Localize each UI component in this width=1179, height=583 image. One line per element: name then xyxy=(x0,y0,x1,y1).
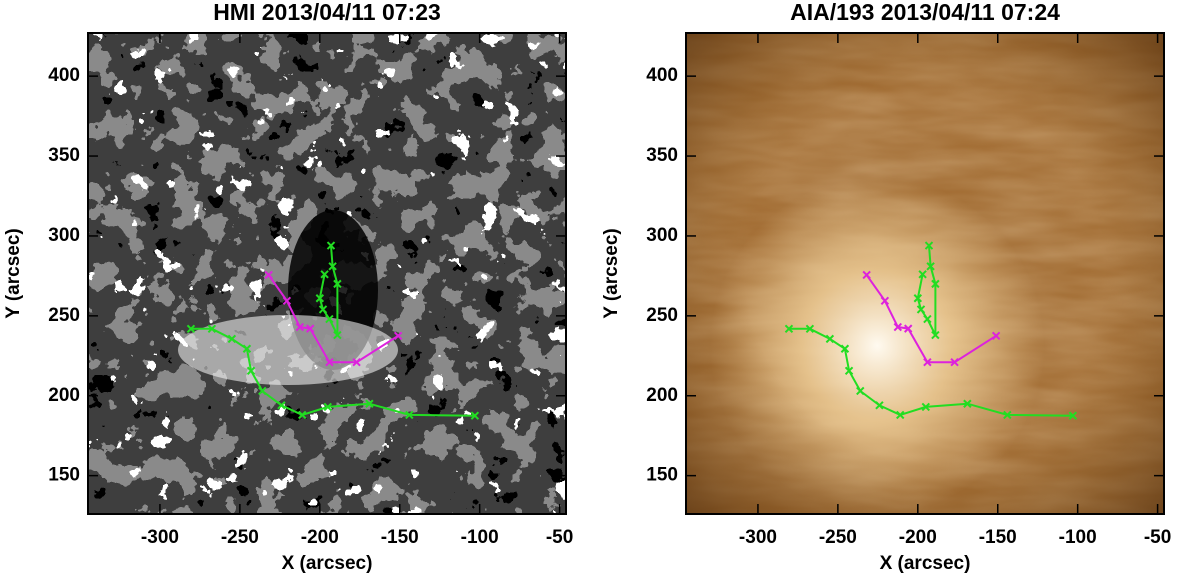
plot-frame xyxy=(87,32,567,515)
point-marker xyxy=(186,324,196,333)
point-marker xyxy=(325,357,334,367)
plot-frame xyxy=(685,32,1165,515)
point-marker xyxy=(913,294,923,303)
x-tick-label: -200 xyxy=(301,527,339,548)
x-tick-label: -50 xyxy=(1144,527,1171,548)
point-marker xyxy=(918,270,927,279)
point-marker xyxy=(921,402,931,412)
x-tick-label: -250 xyxy=(221,527,259,548)
y-tick-label: 300 xyxy=(646,225,678,246)
point-marker xyxy=(323,402,333,412)
y-tick-label: 350 xyxy=(646,145,678,166)
y-tick-label: 150 xyxy=(646,465,678,486)
point-marker xyxy=(805,324,815,333)
image-region xyxy=(178,315,398,385)
point-marker xyxy=(963,399,972,408)
y-tick-label: 250 xyxy=(646,305,678,326)
point-marker xyxy=(320,270,329,279)
point-marker xyxy=(923,357,932,367)
x-tick-label: -100 xyxy=(1059,527,1097,548)
point-marker xyxy=(893,322,903,332)
series-line xyxy=(191,327,475,417)
y-tick-label: 200 xyxy=(646,385,678,406)
x-tick-label: -100 xyxy=(461,527,499,548)
x-axis-label: X (arcsec) xyxy=(282,553,373,574)
point-marker xyxy=(333,330,342,340)
point-marker xyxy=(1003,410,1012,420)
point-marker xyxy=(923,314,932,324)
point-marker xyxy=(931,330,940,340)
y-tick-label: 400 xyxy=(48,65,80,86)
y-tick-label: 300 xyxy=(48,225,80,246)
point-marker xyxy=(1068,411,1078,420)
point-marker xyxy=(825,334,835,344)
series-line xyxy=(789,327,1073,417)
point-marker xyxy=(840,344,850,353)
point-marker xyxy=(862,270,871,280)
point-marker xyxy=(856,386,865,396)
point-marker xyxy=(352,357,361,367)
y-tick-label: 150 xyxy=(48,465,80,486)
point-marker xyxy=(405,410,414,420)
y-tick-label: 400 xyxy=(646,65,678,86)
point-marker xyxy=(264,270,273,280)
point-marker xyxy=(470,411,480,420)
point-marker xyxy=(931,279,940,289)
point-marker xyxy=(844,366,854,376)
point-marker xyxy=(328,262,337,271)
y-tick-label: 200 xyxy=(48,385,80,406)
y-axis-label: Y (arcsec) xyxy=(601,228,622,319)
x-tick-label: -250 xyxy=(819,527,857,548)
point-marker xyxy=(318,305,328,314)
chart-title: AIA/193 2013/04/11 07:24 xyxy=(790,0,1060,25)
point-marker xyxy=(904,324,913,333)
point-marker xyxy=(896,410,905,420)
chart-title: HMI 2013/04/11 07:23 xyxy=(213,0,441,25)
image-rim xyxy=(686,33,1164,514)
point-marker xyxy=(924,241,934,250)
point-marker xyxy=(277,401,286,410)
point-marker xyxy=(246,366,256,376)
x-axis-label: X (arcsec) xyxy=(880,553,971,574)
point-marker xyxy=(326,241,336,250)
y-tick-label: 250 xyxy=(48,305,80,326)
point-marker xyxy=(242,344,252,353)
point-marker xyxy=(258,386,267,396)
y-axis-label: Y (arcsec) xyxy=(3,228,24,319)
point-marker xyxy=(325,314,334,324)
point-marker xyxy=(333,279,342,289)
point-marker xyxy=(365,399,374,408)
point-marker xyxy=(298,410,307,420)
x-tick-label: -300 xyxy=(739,527,777,548)
x-tick-label: -200 xyxy=(899,527,937,548)
point-marker xyxy=(784,324,794,333)
y-tick-label: 350 xyxy=(48,145,80,166)
point-marker xyxy=(916,305,926,314)
point-marker xyxy=(306,324,315,333)
x-tick-label: -150 xyxy=(381,527,419,548)
x-tick-label: -50 xyxy=(546,527,573,548)
point-marker xyxy=(950,357,959,367)
point-marker xyxy=(227,334,237,344)
point-marker xyxy=(207,324,217,333)
point-marker xyxy=(875,401,884,410)
point-marker xyxy=(991,331,1001,341)
point-marker xyxy=(393,331,403,341)
x-tick-label: -150 xyxy=(979,527,1017,548)
point-marker xyxy=(295,322,305,332)
point-marker xyxy=(315,294,325,303)
point-marker xyxy=(880,296,890,306)
x-tick-label: -300 xyxy=(141,527,179,548)
point-marker xyxy=(926,262,935,271)
point-marker xyxy=(282,296,292,306)
